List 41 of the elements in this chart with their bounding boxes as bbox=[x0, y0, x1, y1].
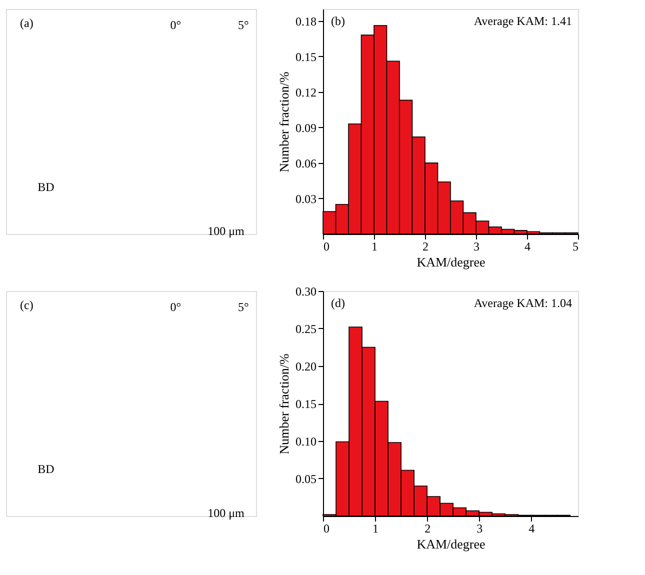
y-tick-label: 0.03 bbox=[296, 192, 316, 206]
y-tick-label: 0.10 bbox=[296, 434, 316, 448]
x-tick-label: 1 bbox=[372, 522, 379, 536]
x-tick-label: 4 bbox=[528, 522, 535, 536]
y-tick-label: 0.18 bbox=[296, 14, 316, 28]
text: 0° bbox=[170, 300, 182, 314]
y-tick-label: 0.12 bbox=[296, 85, 316, 100]
y-tick-label: 0.09 bbox=[296, 120, 316, 135]
y-tick-label: 0.20 bbox=[296, 360, 316, 374]
x-tick-label: 0 bbox=[324, 240, 330, 254]
text: BD bbox=[38, 180, 55, 194]
x-tick-label: 5 bbox=[572, 240, 578, 254]
y-axis-title: Number fraction/% bbox=[276, 353, 292, 454]
text: 5° bbox=[238, 300, 249, 314]
text: BD bbox=[38, 462, 55, 476]
annotation: (b) bbox=[331, 14, 345, 28]
text: 5° bbox=[238, 18, 249, 32]
y-tick-label: 0.25 bbox=[296, 322, 316, 336]
y-tick-label: 0.15 bbox=[296, 397, 316, 411]
y-tick-label: 0.05 bbox=[296, 472, 316, 486]
annotation: Average KAM: 1.41 bbox=[474, 14, 572, 28]
x-tick-label: 0 bbox=[324, 522, 330, 536]
y-tick-label: 0.30 bbox=[296, 284, 316, 298]
annotation: Average KAM: 1.04 bbox=[474, 296, 572, 310]
annotation: (d) bbox=[331, 296, 345, 310]
x-axis-title: KAM/degree bbox=[416, 536, 486, 552]
text: 0° bbox=[170, 18, 182, 32]
x-tick-label: 1 bbox=[372, 240, 378, 254]
x-axis-title: KAM/degree bbox=[416, 254, 486, 270]
text: 100 μm bbox=[208, 506, 246, 520]
y-tick-label: 0.06 bbox=[296, 156, 316, 170]
text: 100 μm bbox=[208, 224, 246, 238]
x-tick-label: 3 bbox=[474, 240, 480, 254]
x-tick-label: 3 bbox=[476, 522, 483, 536]
text: (a) bbox=[20, 16, 34, 30]
y-tick-label: 0.15 bbox=[296, 50, 316, 64]
y-axis-title: Number fraction/% bbox=[276, 71, 292, 172]
x-tick-label: 2 bbox=[424, 522, 431, 536]
x-tick-label: 2 bbox=[422, 240, 428, 254]
text: (c) bbox=[20, 298, 34, 312]
x-tick-label: 4 bbox=[524, 240, 530, 254]
